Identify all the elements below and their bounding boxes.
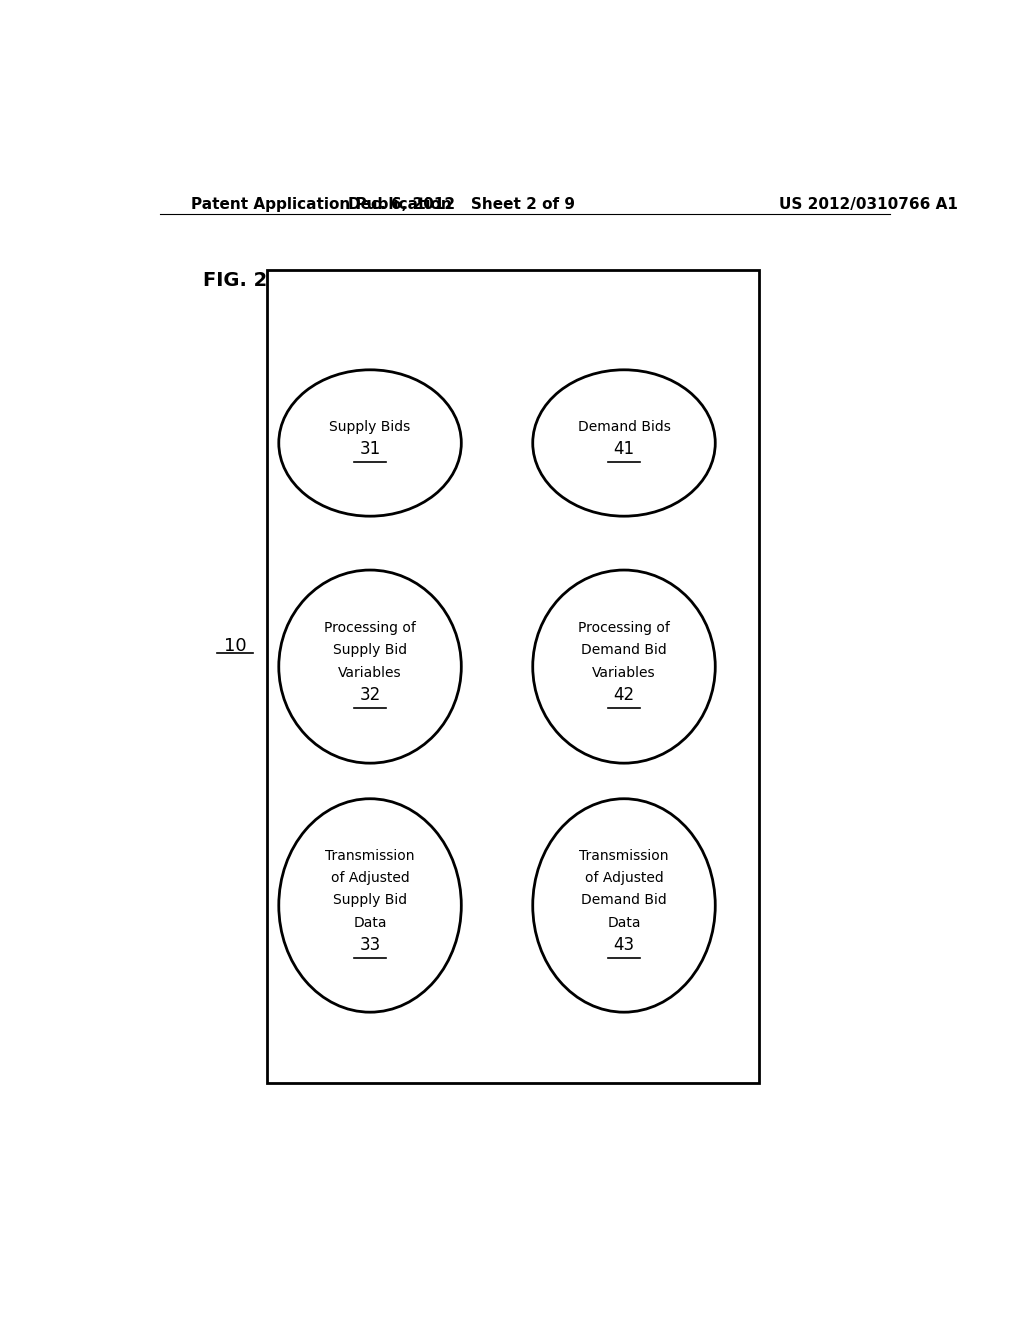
Text: US 2012/0310766 A1: US 2012/0310766 A1 <box>778 197 957 211</box>
Text: Variables: Variables <box>592 665 655 680</box>
Text: 32: 32 <box>359 686 381 704</box>
Text: of Adjusted: of Adjusted <box>331 871 410 884</box>
Text: Demand Bid: Demand Bid <box>582 894 667 907</box>
Text: Variables: Variables <box>338 665 401 680</box>
Text: 43: 43 <box>613 936 635 954</box>
Text: Processing of: Processing of <box>579 620 670 635</box>
Ellipse shape <box>279 799 461 1012</box>
Text: Demand Bid: Demand Bid <box>582 643 667 657</box>
Text: Supply Bids: Supply Bids <box>330 420 411 434</box>
Text: Demand Bids: Demand Bids <box>578 420 671 434</box>
Text: FIG. 2: FIG. 2 <box>204 271 267 290</box>
Text: Supply Bid: Supply Bid <box>333 643 408 657</box>
Bar <box>267 271 759 1084</box>
Text: 42: 42 <box>613 686 635 704</box>
Text: Data: Data <box>607 916 641 929</box>
Ellipse shape <box>532 370 715 516</box>
Text: 41: 41 <box>613 440 635 458</box>
Text: Transmission: Transmission <box>580 849 669 863</box>
Ellipse shape <box>279 570 461 763</box>
Text: 10: 10 <box>224 638 247 655</box>
Ellipse shape <box>532 799 715 1012</box>
Text: Dec. 6, 2012   Sheet 2 of 9: Dec. 6, 2012 Sheet 2 of 9 <box>348 197 574 211</box>
Text: Transmission: Transmission <box>326 849 415 863</box>
Text: 33: 33 <box>359 936 381 954</box>
Ellipse shape <box>532 570 715 763</box>
Text: of Adjusted: of Adjusted <box>585 871 664 884</box>
Ellipse shape <box>279 370 461 516</box>
Text: Patent Application Publication: Patent Application Publication <box>191 197 453 211</box>
Text: Processing of: Processing of <box>325 620 416 635</box>
Text: Supply Bid: Supply Bid <box>333 894 408 907</box>
Text: Data: Data <box>353 916 387 929</box>
Text: 31: 31 <box>359 440 381 458</box>
